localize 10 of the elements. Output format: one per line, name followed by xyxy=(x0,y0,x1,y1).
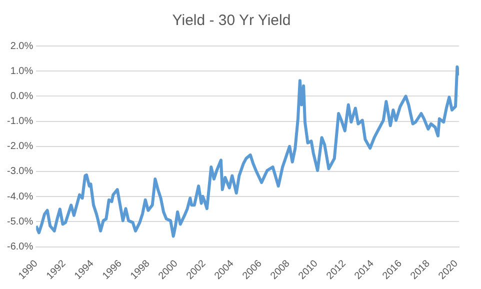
y-tick-label: -2.0% xyxy=(7,141,34,152)
y-tick-label: 0.0% xyxy=(10,90,34,102)
y-tick-label: -5.0% xyxy=(7,216,34,228)
y-tick-label: -3.0% xyxy=(7,166,34,178)
y-tick-label: 1.0% xyxy=(10,66,34,77)
y-tick-label: -6.0% xyxy=(7,242,34,253)
y-tick-label: -4.0% xyxy=(7,191,34,202)
chart-title: Yield - 30 Yr Yield xyxy=(172,12,291,30)
y-tick-label: -1.0% xyxy=(7,116,34,128)
y-tick-label: 2.0% xyxy=(10,40,34,52)
